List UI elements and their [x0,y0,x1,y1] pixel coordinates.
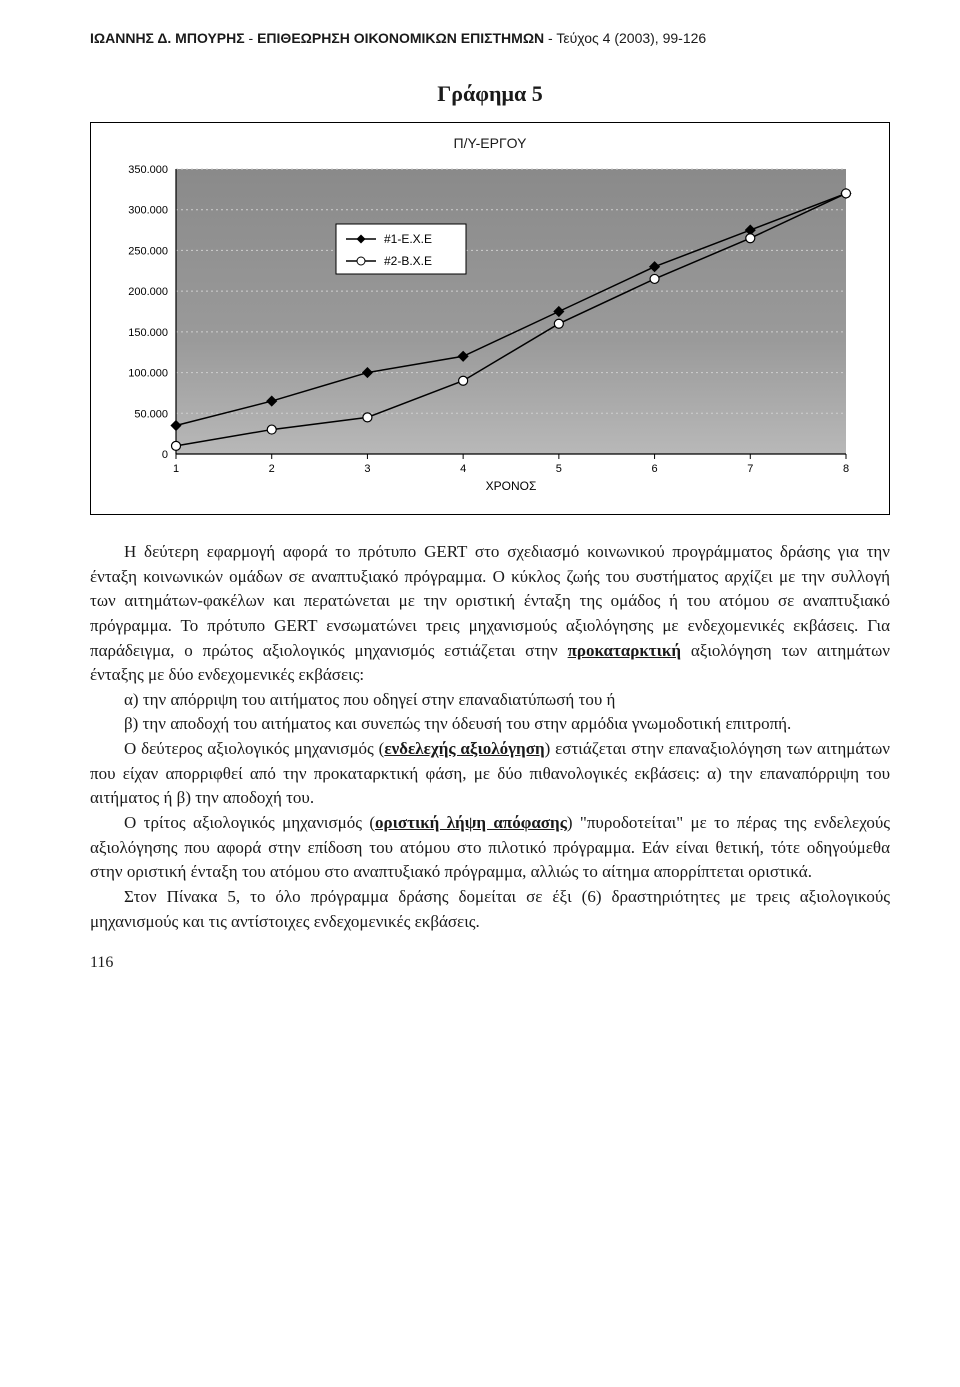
svg-text:1: 1 [173,463,179,475]
term-preliminary: προκαταρκτική [568,641,681,660]
svg-text:0: 0 [162,449,168,461]
paragraph-4: Στον Πίνακα 5, το όλο πρόγραμμα δράσης δ… [90,885,890,934]
svg-text:100.000: 100.000 [128,368,168,380]
svg-text:#1-E.X.E: #1-E.X.E [384,232,432,246]
figure-title: Γράφημα 5 [90,81,890,107]
line-chart: 0 50.000 100.000 150.000 200.000 250.000 300.0… [106,159,874,504]
chart-frame: Π/Υ-ΕΡΓΟΥ 050.000100.000150.000200.00025… [90,122,890,515]
paragraph-3: Ο τρίτος αξιολογικός μηχανισμός (οριστικ… [90,811,890,885]
svg-text:8: 8 [843,463,849,475]
header-issue: Τεύχος 4 (2003), 99-126 [556,30,706,46]
item-alpha: α) την απόρριψη του αιτήματος που οδηγεί… [90,688,890,713]
paragraph-1: Η δεύτερη εφαρμογή αφορά το πρότυπο GERT… [90,540,890,688]
term-final-decision: οριστική λήψη απόφασης [375,813,567,832]
svg-text:4: 4 [460,463,466,475]
paragraph-2: Ο δεύτερος αξιολογικός μηχανισμός (ενδελ… [90,737,890,811]
header-author: ΙΩΑΝΝΗΣ Δ. ΜΠΟΥΡΗΣ [90,30,245,46]
svg-text:#2-B.X.E: #2-B.X.E [384,254,432,268]
svg-text:150.000: 150.000 [128,327,168,339]
svg-text:350.000: 350.000 [128,164,168,176]
header-journal: ΕΠΙΘΕΩΡΗΣΗ ΟΙΚΟΝΟΜΙΚΩΝ ΕΠΙΣΤΗΜΩΝ [257,30,544,46]
svg-text:ΧΡΟΝΟΣ: ΧΡΟΝΟΣ [486,479,537,493]
term-thorough: ενδελεχής αξιολόγηση [384,739,544,758]
page-number: 116 [90,954,890,972]
svg-text:5: 5 [556,463,562,475]
body-text: Η δεύτερη εφαρμογή αφορά το πρότυπο GERT… [90,540,890,934]
running-header: ΙΩΑΝΝΗΣ Δ. ΜΠΟΥΡΗΣ - ΕΠΙΘΕΩΡΗΣΗ ΟΙΚΟΝΟΜΙ… [90,30,890,46]
svg-text:2: 2 [269,463,275,475]
svg-text:3: 3 [364,463,370,475]
svg-text:50.000: 50.000 [134,408,168,420]
svg-text:300.000: 300.000 [128,205,168,217]
svg-text:7: 7 [747,463,753,475]
svg-text:250.000: 250.000 [128,245,168,257]
svg-text:200.000: 200.000 [128,286,168,298]
svg-text:6: 6 [652,463,658,475]
chart-header: Π/Υ-ΕΡΓΟΥ [106,135,874,151]
item-beta: β) την αποδοχή του αιτήματος και συνεπώς… [90,712,890,737]
